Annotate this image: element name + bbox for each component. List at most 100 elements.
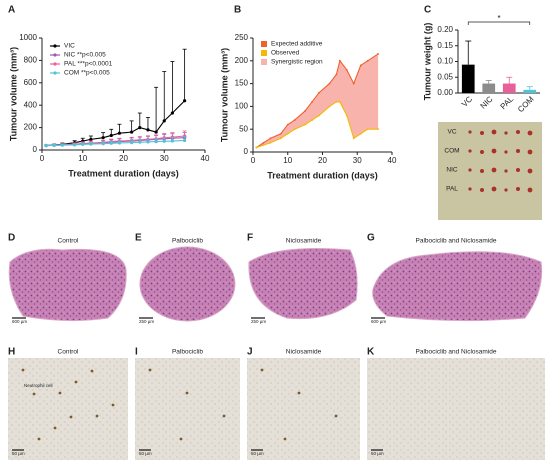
image-title: Palbociclib and Niclosamide	[416, 238, 497, 245]
data-point	[269, 141, 272, 144]
ihc-image	[135, 358, 240, 460]
significance-label: *	[497, 14, 500, 23]
image-title: Control	[58, 238, 80, 245]
tumour	[480, 169, 484, 173]
tumour-photo	[438, 122, 542, 220]
photo-label: NIC	[446, 167, 458, 174]
data-point	[359, 132, 362, 135]
data-point	[377, 128, 379, 131]
image-title: Palbociclib	[172, 238, 203, 245]
data-point	[366, 128, 369, 131]
y-tick-label: 0.20	[437, 25, 453, 34]
legend-label: PAL ***p<0.0001	[64, 61, 113, 68]
tumour	[527, 168, 533, 174]
y-tick-label: 150	[235, 79, 249, 88]
panel-letter: K	[367, 347, 375, 358]
stained-cell	[90, 369, 94, 373]
tumour	[504, 169, 508, 173]
image-title: Palbociclib and Niclosamide	[416, 349, 497, 356]
legend-swatch	[261, 59, 267, 65]
y-tick-label: 250	[235, 33, 249, 42]
y-tick-label: 0.15	[437, 41, 453, 50]
tumour	[504, 131, 508, 135]
stained-cell	[260, 368, 264, 372]
ihc-image	[8, 358, 128, 460]
stained-cell	[222, 414, 226, 418]
bar	[482, 83, 496, 93]
stained-cell	[74, 380, 78, 384]
tumour	[527, 149, 533, 155]
data-point	[366, 59, 369, 62]
y-tick-label: 1000	[19, 33, 37, 42]
stained-cell	[185, 391, 189, 395]
data-point	[345, 69, 348, 71]
tumour	[527, 187, 533, 193]
panel-letter: G	[367, 233, 375, 244]
x-tick-label: 40	[201, 154, 210, 163]
data-point	[262, 144, 265, 147]
legend-label: Expected additive	[271, 41, 323, 48]
data-point	[146, 128, 150, 132]
tumour	[516, 168, 520, 172]
data-point	[44, 143, 48, 148]
x-tick-label: 40	[388, 156, 397, 165]
panel-letter: H	[8, 347, 15, 358]
data-point	[73, 143, 77, 147]
data-point	[335, 73, 338, 76]
tumour	[516, 187, 520, 191]
data-point	[183, 138, 187, 143]
tumour	[491, 186, 497, 192]
legend-label: COM **p<0.005	[64, 70, 110, 77]
data-point	[255, 146, 258, 149]
panel-letter: J	[247, 347, 253, 358]
data-point	[286, 123, 289, 126]
photo-label: PAL	[446, 186, 458, 193]
legend-label: VIC	[64, 43, 75, 50]
photo-label: VC	[447, 129, 456, 136]
histology-section	[248, 248, 358, 320]
y-axis-label: Tumour volume (mm³)	[8, 47, 18, 141]
histology-section	[8, 248, 127, 322]
data-point	[109, 133, 113, 138]
synergistic-region	[256, 53, 379, 148]
x-tick-label: COM	[516, 94, 536, 114]
data-point	[138, 140, 142, 144]
data-point	[60, 143, 64, 147]
tumour	[468, 130, 472, 134]
scale-label: 250 µm	[139, 319, 154, 324]
data-point	[318, 91, 320, 94]
y-tick-label: 600	[24, 78, 38, 87]
legend-label: Synergistic region	[271, 59, 323, 66]
histology-section	[372, 251, 543, 322]
tumour	[480, 150, 484, 154]
data-point	[293, 128, 296, 131]
y-tick-label: 800	[24, 56, 38, 65]
series-line	[46, 139, 185, 147]
legend-label: NIC **p<0.005	[64, 52, 106, 59]
data-point	[311, 100, 313, 103]
legend-swatch	[261, 50, 267, 56]
data-point	[146, 140, 150, 144]
data-point	[154, 140, 158, 144]
bar	[461, 64, 475, 93]
y-tick-label: 0.00	[437, 88, 453, 97]
stained-cell	[179, 437, 183, 441]
scale-label: 50 µm	[12, 451, 25, 456]
scale-label: 50 µm	[371, 451, 384, 456]
panel-letter: B	[234, 5, 241, 16]
data-point	[154, 130, 158, 134]
y-tick-label: 50	[239, 124, 248, 133]
y-tick-label: 0	[33, 145, 38, 154]
data-point	[183, 99, 187, 103]
y-tick-label: 400	[24, 100, 38, 109]
panel-letter: I	[135, 347, 138, 358]
scale-label: 600 µm	[12, 319, 27, 324]
tumour	[504, 150, 508, 154]
bar	[523, 89, 537, 93]
histology-section	[139, 246, 236, 322]
data-point	[162, 139, 166, 143]
x-tick-label: PAL	[499, 94, 516, 111]
tumour	[468, 168, 472, 172]
ihc-image	[247, 358, 360, 460]
tumour	[516, 130, 520, 134]
